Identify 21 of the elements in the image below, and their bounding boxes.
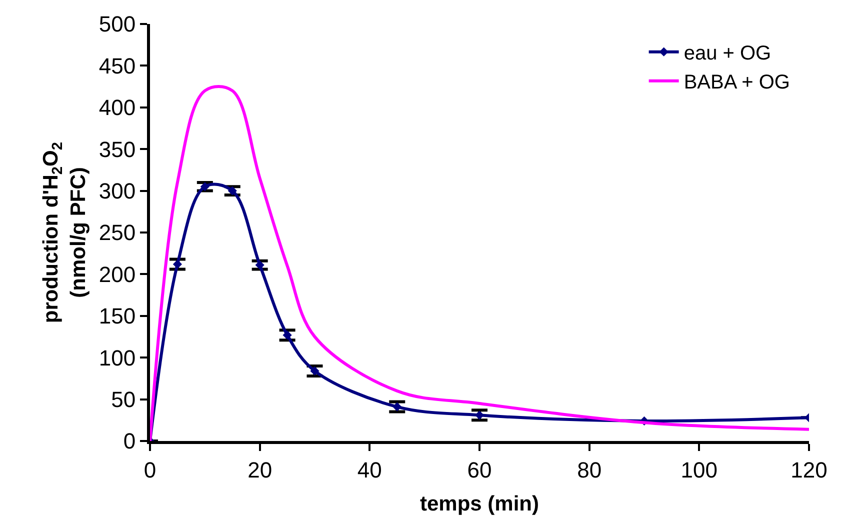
- y-tick-label: 150: [98, 304, 136, 329]
- x-tick-label: 20: [248, 457, 272, 482]
- legend-label: BABA + OG: [684, 72, 790, 94]
- legend-label: eau + OG: [684, 42, 772, 65]
- y-tick-label: 50: [111, 387, 136, 412]
- y-tick-label: 0: [123, 428, 136, 454]
- y-tick-label: 450: [98, 53, 136, 78]
- y-tick-label: 350: [98, 136, 136, 162]
- x-axis-title: temps (min): [420, 492, 540, 516]
- y-tick-label: 250: [98, 220, 136, 246]
- y-tick-label: 100: [98, 345, 136, 370]
- x-tick-label: 60: [467, 457, 492, 482]
- x-tick-label: 80: [577, 457, 602, 482]
- y-tick-label: 300: [98, 178, 136, 204]
- x-tick-label: 120: [790, 457, 828, 482]
- y-tick-label: 500: [98, 12, 136, 37]
- y-tick-label: 400: [98, 95, 136, 120]
- x-tick-label: 40: [357, 457, 382, 482]
- x-tick-label: 0: [144, 457, 156, 482]
- y-tick-label: 200: [98, 262, 136, 287]
- x-tick-label: 100: [680, 457, 718, 482]
